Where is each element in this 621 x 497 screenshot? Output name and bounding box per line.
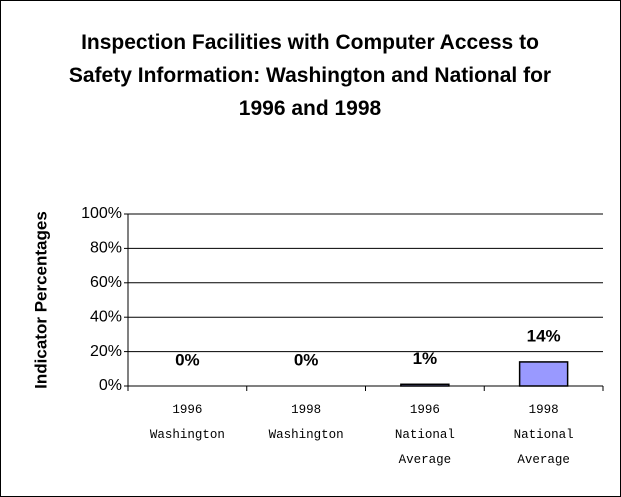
x-tick-label: 1996 Washington [149, 403, 225, 442]
x-tick-label: 1998 National Average [513, 403, 574, 467]
y-tick-label: 20% [90, 343, 122, 360]
chart-title: Inspection Facilities with Computer Acce… [68, 31, 552, 120]
y-tick-label: 100% [81, 205, 122, 222]
y-tick-label: 0% [99, 377, 122, 394]
y-tick-label: 40% [90, 308, 122, 325]
x-tick-label: 1998 Washington [268, 403, 344, 442]
bar [518, 361, 569, 387]
data-label: 0% [294, 350, 319, 369]
y-tick-label: 60% [90, 274, 122, 291]
data-label: 14% [527, 326, 561, 345]
y-tick-label: 80% [90, 240, 122, 257]
bar [400, 383, 450, 387]
x-tick-label: 1996 National Average [394, 403, 455, 467]
y-axis-label: Indicator Percentages [31, 211, 50, 389]
data-label: 0% [175, 350, 200, 369]
data-label: 1% [413, 349, 438, 368]
